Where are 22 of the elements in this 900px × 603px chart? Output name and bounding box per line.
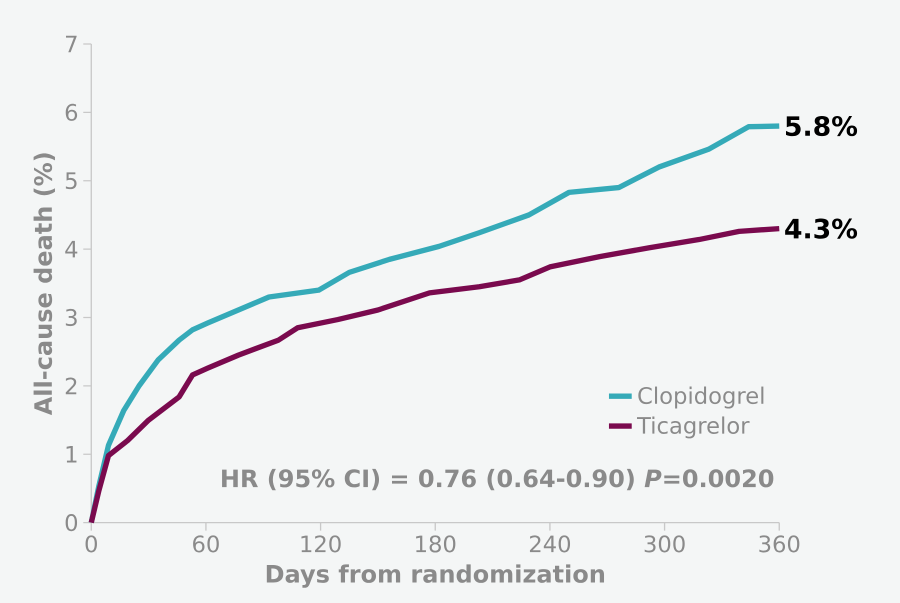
y-tick-label: 2 — [66, 377, 76, 394]
y-tick-label: 3 — [66, 308, 77, 326]
x-tick-label: 60 — [193, 535, 219, 552]
y-axis-title: All-cause death (%) — [34, 153, 55, 416]
legend-label: Ticagrelor — [636, 416, 750, 438]
y-tick-label: 1 — [66, 446, 76, 463]
annotation: HR (95% CI) = 0.76 (0.64-0.90) P=0.0020 — [222, 468, 774, 490]
y-tick-label: 6 — [66, 104, 78, 121]
annotation: 4.3% — [785, 218, 858, 239]
x-tick-label: 360 — [759, 535, 800, 552]
x-tick-label: 0 — [86, 535, 97, 552]
y-tick-label: 0 — [66, 514, 78, 532]
y-tick-label: 7 — [66, 36, 77, 52]
x-tick-label: 300 — [644, 535, 685, 552]
annotation: 5.8% — [786, 116, 858, 136]
x-tick-label: 180 — [416, 535, 456, 552]
x-tick-label: 120 — [301, 535, 341, 552]
x-axis-title: Days from randomization — [266, 564, 604, 588]
y-tick-label: 4 — [65, 240, 78, 258]
x-tick-label: 240 — [530, 535, 570, 552]
legend-label: Clopidogrel — [638, 386, 764, 408]
y-tick-label: 5 — [66, 172, 77, 190]
